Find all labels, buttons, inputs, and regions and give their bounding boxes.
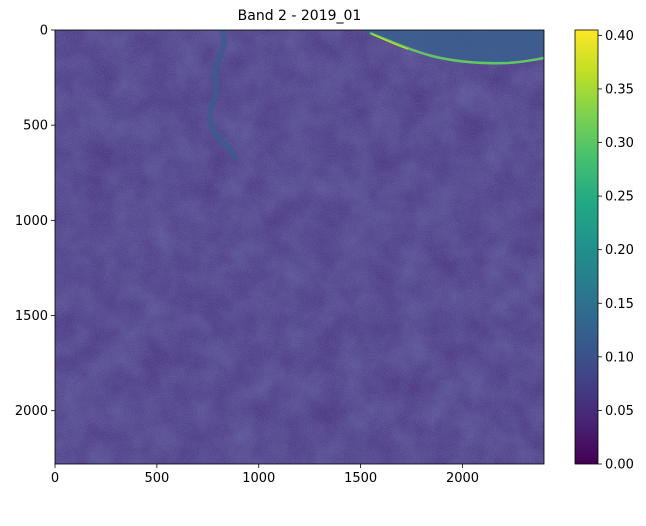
- x-tick-label: 2000: [446, 471, 479, 486]
- x-axis: 0 500 1000 1500 2000: [51, 464, 479, 486]
- colorbar-tick-label: 0.40: [605, 29, 634, 44]
- x-tick-label: 500: [144, 471, 169, 486]
- colorbar-tick-label: 0.05: [605, 404, 634, 419]
- y-tick-label: 1000: [15, 214, 48, 229]
- x-tick-label: 1000: [242, 471, 275, 486]
- y-tick-label: 0: [40, 24, 48, 39]
- heatmap-texture-fine: [55, 30, 544, 464]
- river-feature: [206, 30, 239, 162]
- x-tick-label: 1500: [344, 471, 377, 486]
- colorbar: [574, 29, 599, 465]
- colorbar-tick-label: 0.10: [605, 350, 634, 365]
- y-axis: 0 500 1000 1500 2000: [15, 24, 55, 419]
- chart-title: Band 2 - 2019_01: [238, 8, 362, 24]
- x-tick-label: 0: [51, 471, 59, 486]
- water-body-feature: [362, 30, 544, 63]
- colorbar-tick-label: 0.35: [605, 82, 634, 97]
- colorbar-tick-label: 0.20: [605, 243, 634, 258]
- y-tick-label: 500: [23, 119, 48, 134]
- y-tick-label: 1500: [15, 309, 48, 324]
- plot-frame: [54, 29, 545, 465]
- colorbar-axis: 0.00 0.05 0.10 0.15 0.20 0.25 0.30 0.35 0.40: [598, 29, 634, 473]
- y-tick-label: 2000: [15, 404, 48, 419]
- colorbar-tick-label: 0.00: [605, 458, 634, 473]
- bright-coastline-feature: [369, 31, 544, 65]
- bright-coastline-highlight: [371, 33, 409, 50]
- heatmap-image: [55, 30, 544, 464]
- colorbar-tick-label: 0.30: [605, 136, 634, 151]
- colorbar-tick-label: 0.25: [605, 190, 634, 205]
- colorbar-tick-label: 0.15: [605, 297, 634, 312]
